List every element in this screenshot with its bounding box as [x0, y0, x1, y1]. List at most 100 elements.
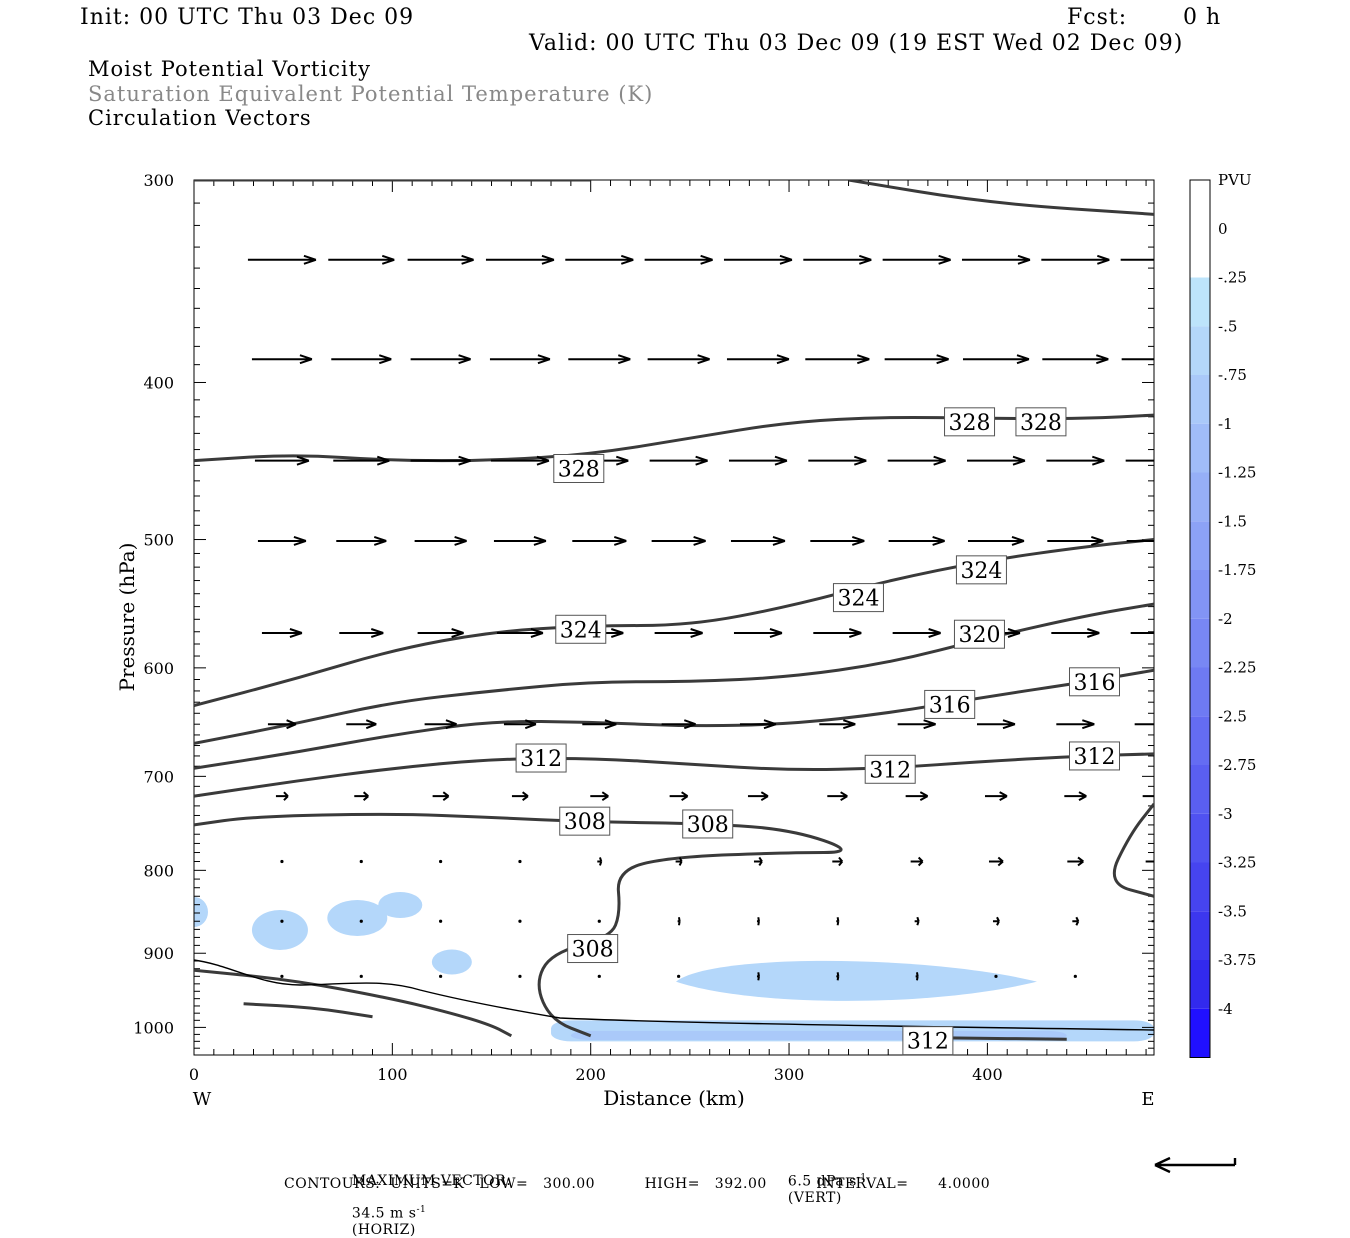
contour-label-box [864, 754, 916, 784]
vector-dot [518, 919, 522, 923]
vector-arrow [887, 455, 946, 466]
colorbar-swatch [1190, 423, 1210, 473]
colorbar-label: 0 [1218, 220, 1228, 238]
y-tick-label: 400 [143, 373, 174, 392]
vector-arrow [1120, 258, 1154, 261]
vector-arrow [976, 719, 1016, 730]
vector-arrow [1121, 358, 1154, 361]
vector-dot [280, 974, 284, 978]
colorbar-label: -3.75 [1218, 951, 1256, 969]
pv-region-3-4 [431, 949, 472, 975]
vector-arrow [905, 791, 929, 802]
contour-316-3 [194, 668, 1154, 770]
colorbar-label: -.25 [1218, 269, 1247, 287]
vector-arrow [565, 254, 634, 265]
vector-arrow [910, 856, 924, 867]
contour-label-box [559, 806, 611, 836]
vector-arrow [832, 856, 844, 867]
colorbar-label: -2 [1218, 610, 1233, 628]
contour-label-box [832, 583, 884, 613]
contour-labels: 328 328 328 324 324 324 320 316 316 312 312 312 312 3… [515, 407, 1120, 1056]
vector-arrow [1130, 631, 1154, 634]
vector-arrow [1067, 856, 1084, 867]
vector-dot [597, 974, 601, 978]
contour-label-box [553, 454, 605, 484]
vector-arrow [984, 791, 1008, 802]
colorbar-swatch [1190, 667, 1210, 717]
contour-label-box [555, 614, 607, 644]
reference-vector [1154, 1156, 1237, 1174]
colorbar-label: -.75 [1218, 366, 1247, 384]
vector-arrow [726, 354, 790, 365]
vert-unit: (VERT) [787, 1189, 842, 1206]
pv-shading [194, 892, 1154, 1042]
x-tick-label: 100 [377, 1065, 408, 1084]
vector-arrow [723, 254, 793, 265]
vector-arrow [414, 535, 467, 546]
vector-arrow [884, 354, 949, 365]
vector-arrow [1051, 628, 1100, 638]
vector-arrow [756, 917, 760, 926]
colorbar-swatch [1190, 911, 1210, 960]
pv-colorbar: 0 -.25 -.5 -.75 -1 -1.25 -1.5 -1.75 -2 -2.25 -2.5 -… [1189, 171, 1256, 1058]
vector-arrow [354, 791, 369, 801]
x-tick-label: 300 [774, 1065, 805, 1084]
vector-arrow [897, 719, 936, 730]
contour-label: 328 [558, 458, 600, 483]
vector-arrow [493, 535, 547, 546]
colorbar-swatch [1190, 960, 1210, 1009]
contour-label: 328 [949, 411, 991, 436]
contour-label: 316 [929, 693, 971, 718]
y-tick-label: 1000 [133, 1018, 174, 1037]
vector-arrow [962, 354, 1030, 365]
colorbar-swatch [1190, 716, 1210, 765]
vector-arrow [424, 719, 457, 730]
vector-arrow [1064, 791, 1087, 802]
vector-dot [359, 974, 363, 978]
axis-ticks [193, 179, 1154, 1056]
pv-region-3-3 [378, 892, 423, 918]
vector-arrow [819, 719, 856, 730]
vector-arrow [251, 354, 313, 365]
vector-arrow [489, 354, 551, 365]
colorbar-swatch [1190, 1008, 1210, 1058]
vector-arrow [739, 719, 777, 730]
x-right-label: E [1141, 1089, 1154, 1110]
contour-label: 308 [564, 810, 606, 835]
contour-label-box [1015, 407, 1067, 437]
horiz-unit: (HORIZ) [351, 1221, 416, 1238]
contour-label: 316 [1073, 671, 1115, 696]
vector-arrow [836, 917, 840, 926]
vector-arrow [257, 535, 307, 546]
vector-arrow [647, 354, 710, 365]
contour-312-7 [243, 1002, 373, 1019]
vector-arrow [1047, 535, 1104, 546]
contour-label: 312 [869, 758, 911, 783]
contour-label: 324 [960, 559, 1002, 584]
contour-label: 308 [687, 813, 729, 838]
contour-328-0 [194, 413, 1154, 463]
vector-arrow [1042, 354, 1109, 365]
pv-region-0 [675, 960, 1037, 1001]
contour-label-box [567, 934, 619, 964]
vector-dot [280, 919, 284, 923]
colorbar-label: -.5 [1218, 317, 1237, 335]
y-tick-label: 800 [143, 861, 174, 880]
vector-arrow [1134, 723, 1154, 726]
colorbar-label: -1.5 [1218, 512, 1247, 530]
vector-arrow [651, 535, 706, 546]
x-axis-title: Distance (km) [603, 1086, 745, 1110]
vector-arrow [882, 254, 951, 265]
vector-arrow [1151, 920, 1154, 923]
title-theta-es: Saturation Equivalent Potential Temperat… [88, 82, 654, 106]
contour-312-6 [194, 968, 513, 1038]
y-tick-label: 700 [143, 767, 174, 786]
vector-arrow [331, 354, 392, 365]
vector-arrow [967, 535, 1025, 546]
vector-arrow [892, 628, 941, 638]
vert-max: 6.5 dPa s [787, 1173, 857, 1190]
vector-arrow [733, 628, 783, 638]
vector-arrow [675, 857, 683, 866]
contour-label-box [944, 407, 996, 437]
colorbar-label: -2.5 [1218, 707, 1247, 725]
